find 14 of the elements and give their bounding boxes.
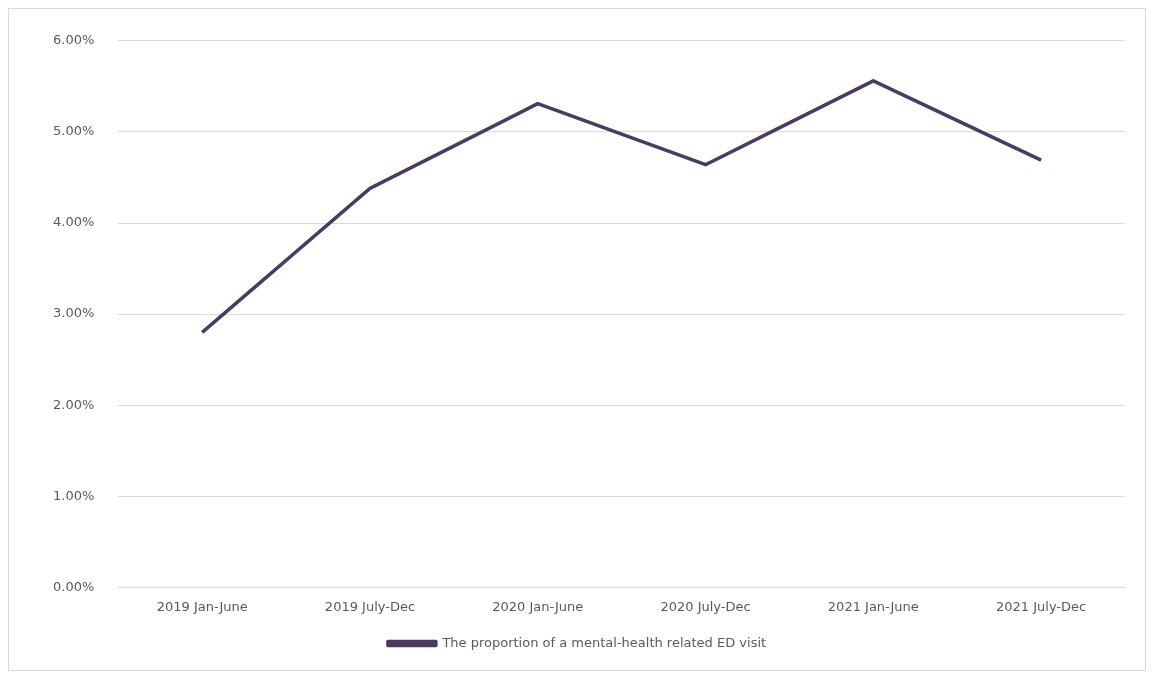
- x-tick-label: 2021 Jan-June: [827, 598, 919, 614]
- y-tick-label: 5.00%: [52, 123, 95, 139]
- y-tick-label: 6.00%: [52, 32, 95, 48]
- x-tick-label: 2019 Jan-June: [156, 598, 248, 614]
- y-tick-label: 0.00%: [52, 578, 95, 594]
- y-tick-label: 3.00%: [52, 305, 95, 321]
- legend-label: The proportion of a mental-health related ED visit: [441, 634, 767, 650]
- x-tick-label: 2019 July-Dec: [324, 598, 416, 614]
- x-tick-label: 2020 July-Dec: [660, 598, 751, 614]
- x-tick-label: 2020 Jan-June: [492, 598, 584, 614]
- y-tick-label: 4.00%: [52, 214, 95, 230]
- y-tick-label: 1.00%: [52, 487, 95, 503]
- x-tick-label: 2021 July-Dec: [996, 598, 1087, 614]
- y-tick-label: 2.00%: [52, 396, 95, 412]
